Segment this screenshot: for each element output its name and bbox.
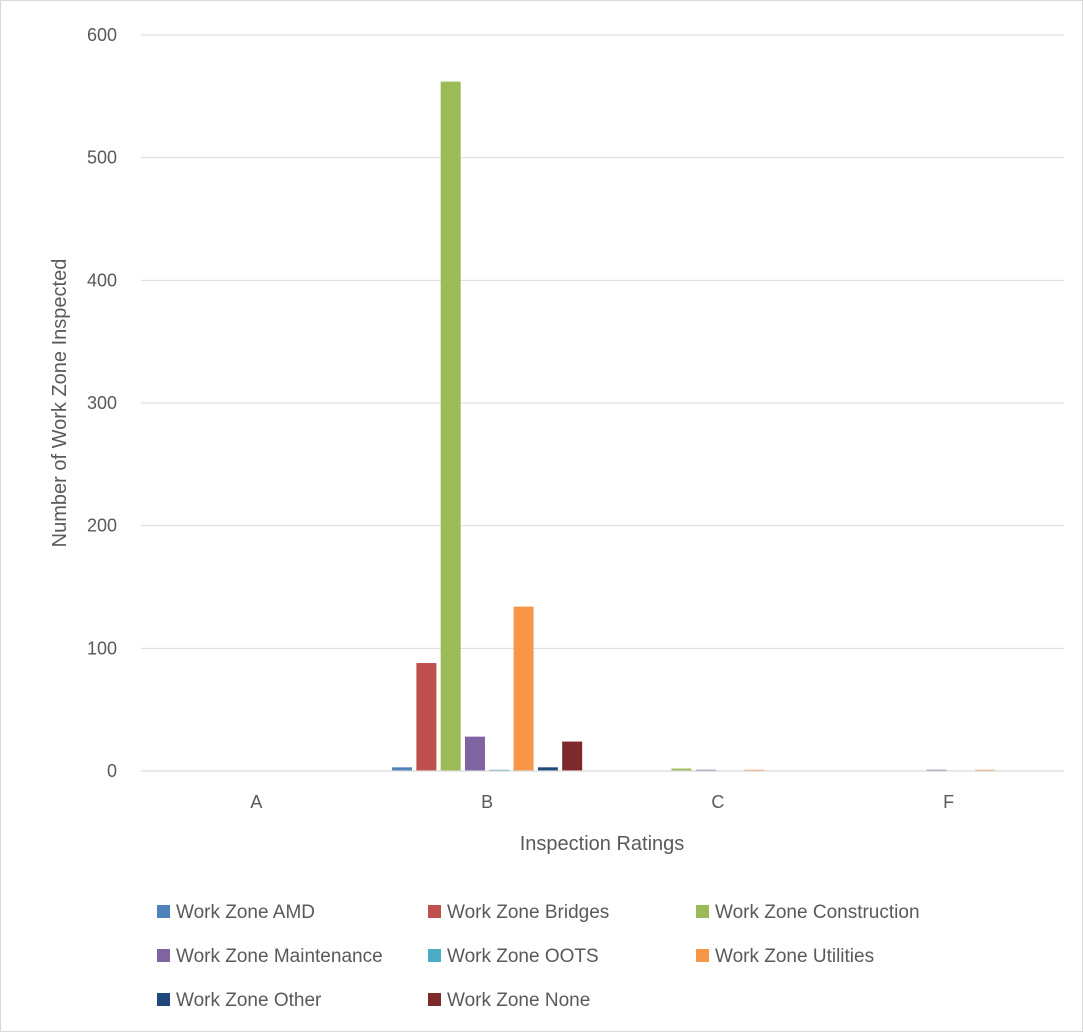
y-axis-title: Number of Work Zone Inspected [49, 259, 71, 548]
legend-swatch [428, 949, 441, 962]
y-tick-label: 300 [87, 393, 117, 413]
x-tick-label: A [250, 792, 262, 812]
y-tick-label: 500 [87, 148, 117, 168]
axes: 0 100 200 300 400 500 600 A B C F [87, 25, 1064, 812]
x-tick-label: F [943, 792, 954, 812]
legend-label: Work Zone Other [176, 990, 322, 1011]
y-tick-label: 100 [87, 638, 117, 658]
bar [489, 769, 510, 771]
legend-swatch [696, 949, 709, 962]
bar [744, 769, 765, 771]
bar [440, 81, 461, 771]
legend: Work Zone AMD Work Zone Bridges Work Zone … [157, 902, 920, 1011]
y-tick-label: 600 [87, 25, 117, 45]
legend-label: Work Zone AMD [176, 902, 315, 923]
bar [926, 769, 947, 771]
x-tick-label: C [711, 792, 724, 812]
legend-swatch [157, 993, 170, 1006]
x-axis-title: Inspection Ratings [520, 833, 685, 855]
bar [671, 768, 692, 771]
legend-swatch [157, 949, 170, 962]
legend-label: Work Zone Maintenance [176, 946, 383, 967]
legend-swatch [157, 905, 170, 918]
bar [562, 741, 583, 771]
bar [464, 736, 485, 771]
legend-swatch [428, 993, 441, 1006]
legend-label: Work Zone Construction [715, 902, 920, 923]
bar [513, 606, 534, 771]
legend-label: Work Zone OOTS [447, 946, 599, 967]
gridlines [141, 34, 1064, 649]
legend-label: Work Zone Bridges [447, 902, 609, 923]
y-tick-label: 200 [87, 516, 117, 536]
bars [392, 81, 996, 771]
y-tick-label: 0 [107, 761, 117, 781]
bar [537, 767, 558, 771]
legend-label: Work Zone None [447, 990, 590, 1011]
bar [416, 663, 437, 771]
bar [695, 769, 716, 771]
bar [392, 767, 413, 771]
y-tick-label: 400 [87, 270, 117, 290]
legend-label: Work Zone Utilities [715, 946, 874, 967]
bar [975, 769, 996, 771]
x-tick-label: B [481, 792, 493, 812]
legend-swatch [696, 905, 709, 918]
legend-swatch [428, 905, 441, 918]
